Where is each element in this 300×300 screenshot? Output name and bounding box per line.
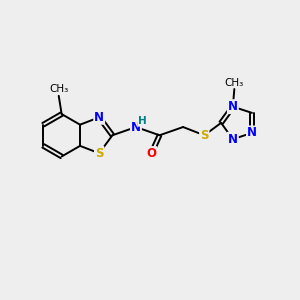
Text: H: H xyxy=(138,116,147,126)
Text: N: N xyxy=(131,121,141,134)
Text: N: N xyxy=(247,126,257,140)
Text: N: N xyxy=(94,111,104,124)
Text: S: S xyxy=(95,147,103,160)
Text: O: O xyxy=(146,147,156,160)
Text: N: N xyxy=(228,133,238,146)
Text: CH₃: CH₃ xyxy=(49,84,68,94)
Text: N: N xyxy=(228,100,238,113)
Text: S: S xyxy=(200,129,208,142)
Text: CH₃: CH₃ xyxy=(225,77,244,88)
